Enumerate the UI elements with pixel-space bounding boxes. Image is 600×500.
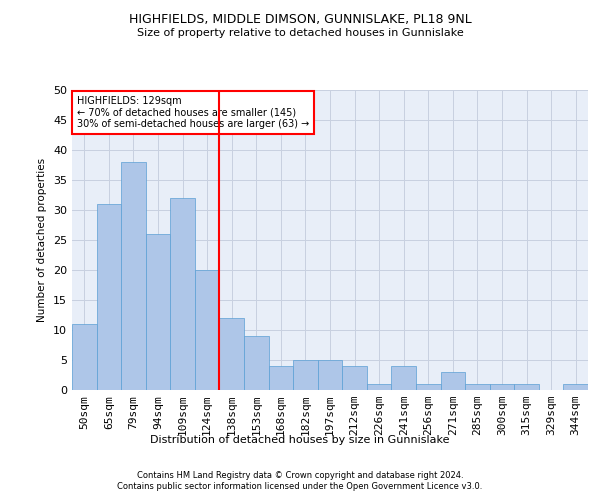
Bar — [72, 324, 97, 390]
Bar — [416, 384, 440, 390]
Bar — [220, 318, 244, 390]
Bar — [170, 198, 195, 390]
Bar — [342, 366, 367, 390]
Bar — [490, 384, 514, 390]
Bar — [440, 372, 465, 390]
Text: HIGHFIELDS: 129sqm
← 70% of detached houses are smaller (145)
30% of semi-detach: HIGHFIELDS: 129sqm ← 70% of detached hou… — [77, 96, 310, 129]
Bar — [97, 204, 121, 390]
Bar — [269, 366, 293, 390]
Bar — [293, 360, 318, 390]
Bar — [514, 384, 539, 390]
Text: Contains HM Land Registry data © Crown copyright and database right 2024.: Contains HM Land Registry data © Crown c… — [137, 471, 463, 480]
Text: Size of property relative to detached houses in Gunnislake: Size of property relative to detached ho… — [137, 28, 463, 38]
Text: Distribution of detached houses by size in Gunnislake: Distribution of detached houses by size … — [150, 435, 450, 445]
Bar — [563, 384, 588, 390]
Bar — [391, 366, 416, 390]
Bar — [121, 162, 146, 390]
Y-axis label: Number of detached properties: Number of detached properties — [37, 158, 47, 322]
Bar — [195, 270, 220, 390]
Bar — [367, 384, 391, 390]
Bar — [465, 384, 490, 390]
Bar — [318, 360, 342, 390]
Text: Contains public sector information licensed under the Open Government Licence v3: Contains public sector information licen… — [118, 482, 482, 491]
Bar — [146, 234, 170, 390]
Bar — [244, 336, 269, 390]
Text: HIGHFIELDS, MIDDLE DIMSON, GUNNISLAKE, PL18 9NL: HIGHFIELDS, MIDDLE DIMSON, GUNNISLAKE, P… — [128, 12, 472, 26]
